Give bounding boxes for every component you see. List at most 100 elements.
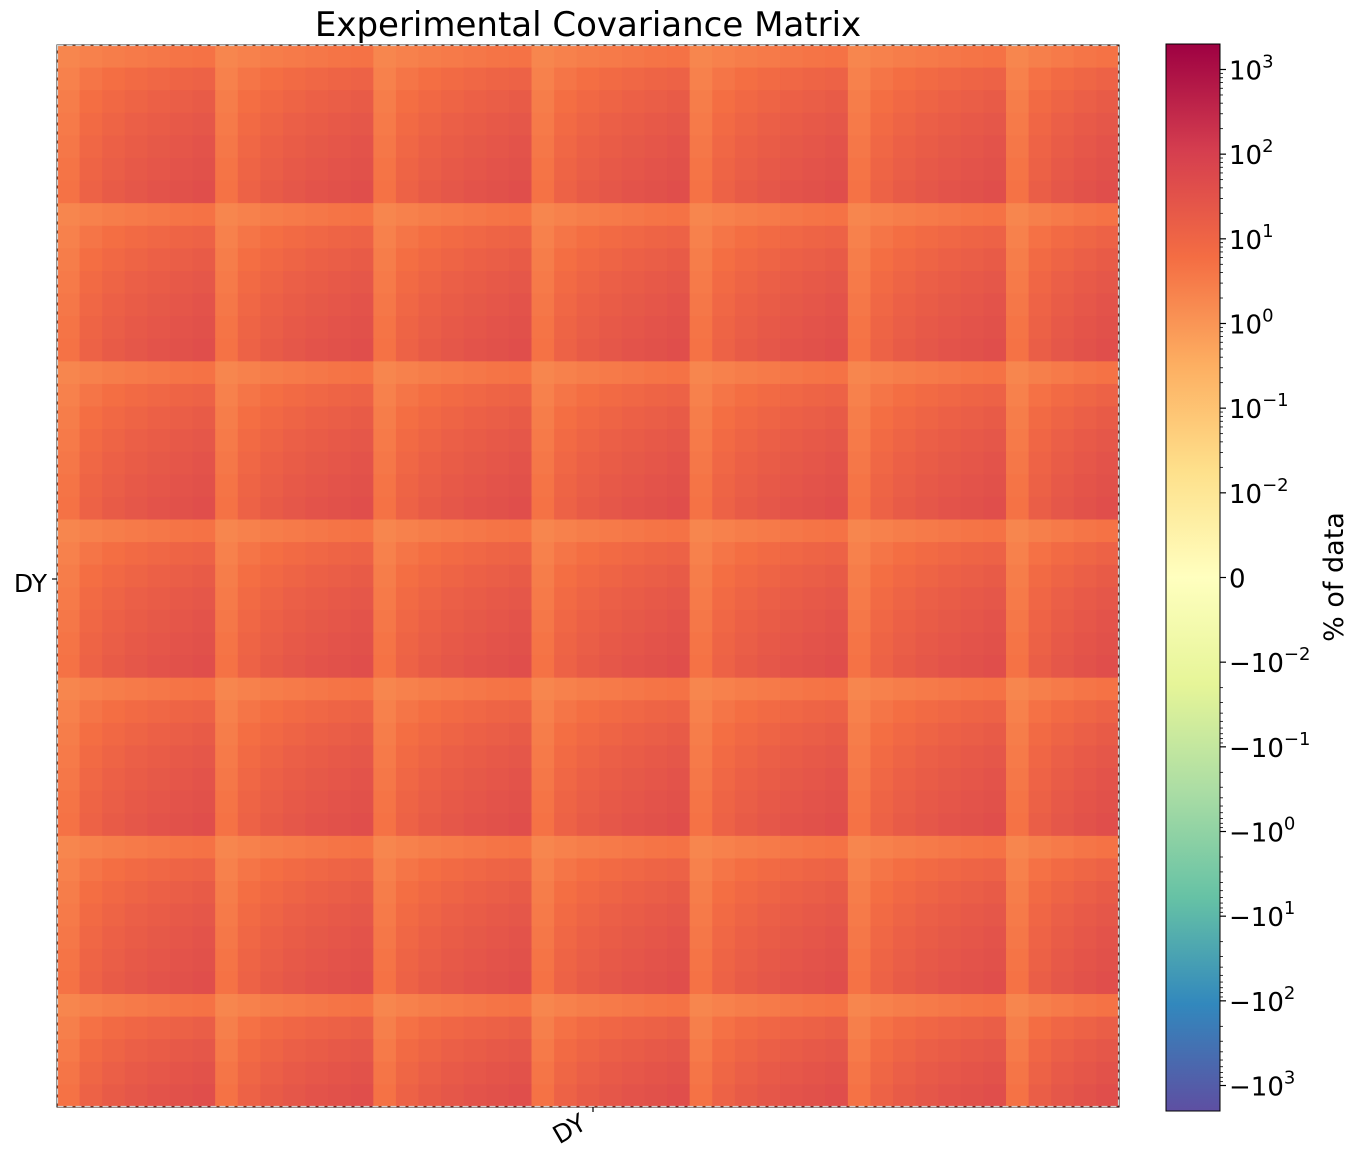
heatmap-cell xyxy=(780,926,804,950)
heatmap-cell xyxy=(621,994,646,1018)
heatmap-cell xyxy=(847,813,872,837)
heatmap-cell xyxy=(780,203,804,227)
heatmap-cell xyxy=(147,135,171,159)
heatmap-cell xyxy=(169,926,194,950)
heatmap-cell xyxy=(1006,1061,1030,1086)
heatmap-cell xyxy=(938,564,962,588)
heatmap-cell xyxy=(57,1084,81,1108)
heatmap-cell xyxy=(1028,768,1052,792)
heatmap-cell xyxy=(644,790,668,814)
heatmap-cell xyxy=(893,1084,917,1108)
heatmap-cell xyxy=(486,655,510,679)
heatmap-cell xyxy=(350,722,374,747)
heatmap-cell xyxy=(1028,722,1052,747)
heatmap-cell xyxy=(1073,790,1098,814)
heatmap-cell xyxy=(825,474,849,498)
heatmap-cell xyxy=(712,971,736,995)
heatmap-cell xyxy=(734,203,759,227)
heatmap-cell xyxy=(395,881,420,905)
heatmap-cell xyxy=(237,1084,261,1108)
heatmap-cell xyxy=(57,270,81,295)
heatmap-cell xyxy=(667,971,691,995)
heatmap-cell xyxy=(667,519,691,543)
heatmap-cell xyxy=(825,112,849,136)
heatmap-cell xyxy=(1096,293,1120,317)
heatmap-cell xyxy=(418,112,442,136)
heatmap-cell xyxy=(508,609,533,634)
heatmap-cell xyxy=(689,564,713,588)
heatmap-cell xyxy=(350,745,374,769)
heatmap-cell xyxy=(1006,383,1030,408)
heatmap-cell xyxy=(689,745,713,769)
heatmap-cell xyxy=(260,316,284,340)
heatmap-cell xyxy=(531,542,555,566)
heatmap-cell xyxy=(169,248,194,272)
heatmap-cell xyxy=(57,994,81,1018)
heatmap-cell xyxy=(915,632,939,656)
heatmap-cell xyxy=(1096,180,1120,204)
heatmap-cell xyxy=(576,451,600,475)
heatmap-cell xyxy=(734,429,759,453)
heatmap-cell xyxy=(531,112,555,136)
heatmap-cell xyxy=(847,316,872,340)
heatmap-cell xyxy=(960,926,985,950)
heatmap-cell xyxy=(644,270,668,295)
heatmap-cell xyxy=(169,542,194,566)
heatmap-cell xyxy=(734,587,759,611)
heatmap-cell xyxy=(780,632,804,656)
heatmap-cell xyxy=(983,903,1007,927)
heatmap-cell xyxy=(282,994,307,1018)
heatmap-cell xyxy=(1028,203,1052,227)
heatmap-cell xyxy=(1051,542,1075,566)
heatmap-cell xyxy=(215,926,239,950)
heatmap-cell xyxy=(395,971,420,995)
heatmap-cell xyxy=(712,1084,736,1108)
heatmap-cell xyxy=(192,225,216,249)
heatmap-cell xyxy=(418,542,442,566)
heatmap-cell xyxy=(689,881,713,905)
heatmap-cell xyxy=(350,813,374,837)
heatmap-cell xyxy=(373,180,397,204)
heatmap-cell xyxy=(689,338,713,362)
heatmap-cell xyxy=(1051,203,1075,227)
heatmap-cell xyxy=(1096,270,1120,295)
heatmap-cell xyxy=(486,429,510,453)
heatmap-cell xyxy=(102,632,126,656)
heatmap-cell xyxy=(463,926,487,950)
heatmap-cell xyxy=(893,1061,917,1086)
heatmap-cell xyxy=(554,45,578,69)
heatmap-cell xyxy=(79,203,103,227)
heatmap-cell xyxy=(780,451,804,475)
heatmap-cell xyxy=(1096,858,1120,882)
heatmap-cell xyxy=(124,180,148,204)
heatmap-cell xyxy=(328,948,352,973)
heatmap-cell xyxy=(237,383,261,408)
heatmap-cell xyxy=(644,858,668,882)
heatmap-cell xyxy=(124,406,148,430)
heatmap-cell xyxy=(757,316,781,340)
heatmap-cell xyxy=(621,903,646,927)
heatmap-cell xyxy=(712,519,736,543)
heatmap-cell xyxy=(802,835,826,860)
heatmap-cell xyxy=(395,632,420,656)
heatmap-cell xyxy=(147,813,171,837)
heatmap-cell xyxy=(599,768,623,792)
heatmap-cell xyxy=(757,971,781,995)
heatmap-cell xyxy=(554,248,578,272)
heatmap-cell xyxy=(305,451,329,475)
heatmap-cell xyxy=(554,90,578,114)
heatmap-cell xyxy=(734,858,759,882)
heatmap-cell xyxy=(893,1016,917,1040)
heatmap-cell xyxy=(847,157,872,182)
heatmap-cell xyxy=(237,67,261,91)
heatmap-cell xyxy=(328,768,352,792)
heatmap-cell xyxy=(780,293,804,317)
heatmap-cell xyxy=(102,406,126,430)
heatmap-cell xyxy=(282,474,307,498)
heatmap-cell xyxy=(1028,632,1052,656)
heatmap-cell xyxy=(395,677,420,701)
heatmap-cell xyxy=(667,994,691,1018)
heatmap-cell xyxy=(1051,67,1075,91)
heatmap-cell xyxy=(1051,858,1075,882)
heatmap-cell xyxy=(305,609,329,634)
